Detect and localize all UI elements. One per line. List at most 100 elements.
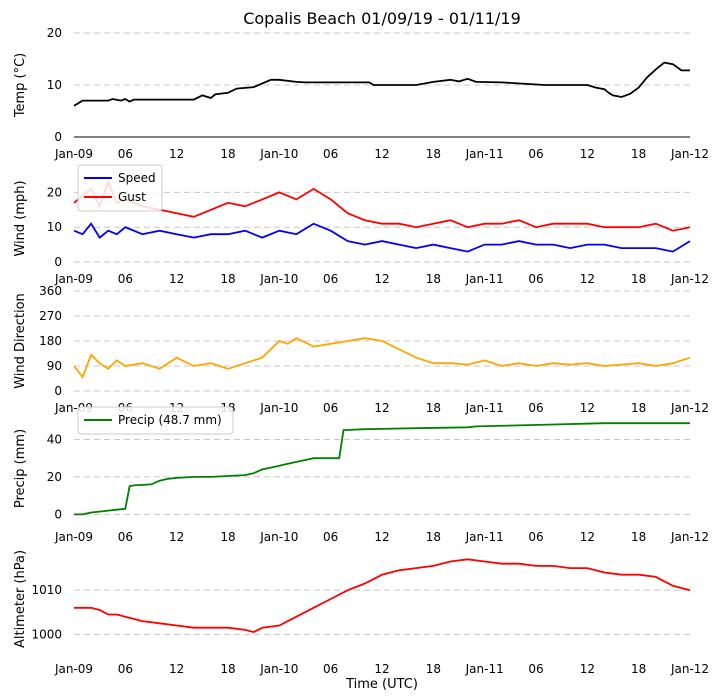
y-tick-label: 1000 — [31, 627, 62, 641]
series-line-altimeter — [74, 558, 691, 634]
panel-2: 0 10 20 Wind (mph) Jan-09 06 12 18 Jan-10 06 12 18 J… — [13, 164, 709, 286]
x-tick-label: 12 — [580, 662, 595, 676]
x-tick-label: 06 — [118, 662, 133, 676]
x-tick-label: Jan-12 — [670, 530, 709, 544]
x-tick-label: Jan-12 — [670, 662, 709, 676]
x-tick-label: 06 — [323, 272, 338, 286]
y-axis-label: Altimeter (hPa) — [13, 550, 28, 648]
x-tick-label: 18 — [631, 147, 646, 161]
x-tick-label: 06 — [323, 147, 338, 161]
x-tick-label: 18 — [220, 530, 235, 544]
y-tick-label: 0 — [54, 507, 62, 521]
y-tick-label: 270 — [39, 309, 62, 323]
series-line-speed — [73, 222, 691, 253]
x-tick-label: 12 — [169, 272, 184, 286]
x-tick-label: 12 — [580, 147, 595, 161]
x-tick-label: Jan-09 — [54, 662, 93, 676]
x-tick-label: 06 — [528, 662, 543, 676]
x-tick-label: 06 — [528, 147, 543, 161]
x-tick-label: Jan-10 — [259, 147, 298, 161]
y-axis-label: Temp (°C) — [13, 53, 28, 119]
x-tick-label: 18 — [220, 272, 235, 286]
legend-box — [77, 406, 234, 435]
x-tick-label: Jan-11 — [465, 147, 504, 161]
y-axis-label: Wind Direction — [13, 293, 28, 389]
y-tick-label: 20 — [47, 185, 62, 199]
legend: Speed Gust — [77, 164, 163, 212]
x-tick-label: 12 — [580, 401, 595, 415]
x-axis-label: Time (UTC) — [345, 677, 418, 692]
x-tick-label: 06 — [118, 272, 133, 286]
x-tick-label: Jan-11 — [465, 530, 504, 544]
x-tick-label: 06 — [528, 530, 543, 544]
x-tick-label: 06 — [323, 530, 338, 544]
y-tick-label: 20 — [47, 26, 62, 40]
y-axis-label: Precip (mm) — [13, 429, 28, 508]
x-tick-label: Jan-09 — [54, 530, 93, 544]
x-tick-label: 18 — [426, 401, 441, 415]
x-tick-label: 18 — [220, 662, 235, 676]
x-tick-label: Jan-09 — [54, 147, 93, 161]
x-tick-label: 18 — [631, 530, 646, 544]
series-line-direction — [73, 337, 691, 379]
x-tick-label: Jan-10 — [259, 272, 298, 286]
x-tick-label: 12 — [374, 662, 389, 676]
panel-1: 0 10 20 Temp (°C) Jan-09 06 12 18 Jan-10 06 12 18 Ja… — [13, 26, 709, 161]
x-tick-label: Jan-09 — [54, 272, 93, 286]
x-tick-label: 06 — [323, 662, 338, 676]
x-tick-label: 12 — [169, 147, 184, 161]
y-tick-label: 0 — [54, 130, 62, 144]
legend-label: Gust — [118, 190, 146, 204]
x-tick-label: 12 — [580, 530, 595, 544]
y-tick-label: 40 — [47, 432, 62, 446]
panel-4: 0 20 40 Precip (mm) Jan-09 06 12 18 Jan-10 06 12 18… — [13, 406, 709, 544]
x-tick-label: Jan-12 — [670, 401, 709, 415]
y-tick-label: 10 — [47, 78, 62, 92]
chart-title: Copalis Beach 01/09/19 - 01/11/19 — [243, 9, 521, 28]
x-tick-label: 18 — [631, 401, 646, 415]
series-line-precip-48-7-mm — [74, 422, 690, 516]
legend-label: Speed — [118, 171, 156, 185]
y-tick-label: 0 — [54, 255, 62, 269]
y-axis-label: Wind (mph) — [13, 180, 28, 256]
x-tick-label: 06 — [528, 272, 543, 286]
panels: 0 10 20 Temp (°C) Jan-09 06 12 18 Jan-10 06 12 18 Ja… — [13, 26, 709, 676]
x-tick-label: Jan-11 — [465, 662, 504, 676]
x-tick-label: 06 — [323, 401, 338, 415]
x-tick-label: 12 — [374, 272, 389, 286]
x-tick-label: Jan-10 — [259, 401, 298, 415]
y-tick-label: 360 — [39, 284, 62, 298]
y-tick-label: 180 — [39, 334, 62, 348]
x-tick-label: 18 — [220, 147, 235, 161]
y-tick-label: 20 — [47, 470, 62, 484]
x-tick-label: 18 — [426, 147, 441, 161]
x-tick-label: 12 — [580, 272, 595, 286]
x-tick-label: 18 — [426, 662, 441, 676]
x-tick-label: 18 — [631, 662, 646, 676]
y-tick-label: 90 — [47, 359, 62, 373]
x-tick-label: 12 — [374, 147, 389, 161]
x-tick-label: 18 — [631, 272, 646, 286]
x-tick-label: Jan-11 — [465, 272, 504, 286]
x-tick-label: Jan-11 — [465, 401, 504, 415]
x-tick-label: 12 — [374, 401, 389, 415]
x-tick-label: 12 — [169, 530, 184, 544]
series-line-gust — [73, 179, 691, 232]
x-tick-label: 18 — [426, 530, 441, 544]
y-tick-label: 0 — [54, 384, 62, 398]
x-tick-label: Jan-10 — [259, 662, 298, 676]
legend: Precip (48.7 mm) — [77, 406, 234, 435]
y-tick-label: 1010 — [31, 583, 62, 597]
x-tick-label: 06 — [118, 147, 133, 161]
x-tick-label: 12 — [169, 662, 184, 676]
x-tick-label: 12 — [374, 530, 389, 544]
x-tick-label: Jan-10 — [259, 530, 298, 544]
legend-box — [77, 164, 163, 212]
x-tick-label: 06 — [528, 401, 543, 415]
series-line-temp — [73, 61, 690, 107]
legend-label: Precip (48.7 mm) — [118, 413, 222, 427]
x-tick-label: Jan-12 — [670, 272, 709, 286]
